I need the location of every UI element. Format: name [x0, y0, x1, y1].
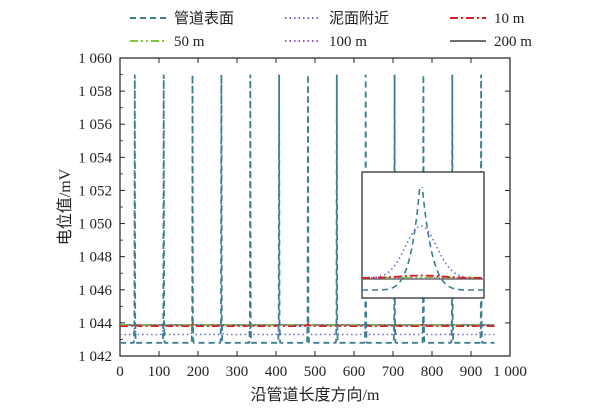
inset-surface-right [421, 187, 484, 291]
y-tick-label: 1 048 [78, 250, 112, 266]
x-tick-label: 600 [343, 364, 366, 380]
x-tick-label: 0 [116, 364, 124, 380]
x-tick-label: 500 [304, 364, 327, 380]
y-tick-label: 1 056 [78, 117, 112, 133]
x-axis-label: 沿管道长度方向/m [251, 386, 380, 404]
x-tick-label: 400 [265, 364, 288, 380]
axes: 0 100 200 300 400 500 600 700 800 900 1 000 1 042 1 … [78, 51, 527, 380]
legend-label-0: 管道表面 [174, 10, 234, 27]
y-tick-label: 1 060 [78, 51, 112, 67]
y-tick-label: 1 054 [78, 150, 112, 166]
legend-label-1: 泥面附近 [329, 10, 389, 27]
y-tick-label: 1 044 [78, 316, 112, 332]
x-tick-label: 300 [226, 364, 249, 380]
legend-label-3: 50 m [174, 34, 205, 50]
series-line-0 [120, 74, 495, 344]
x-tick-label: 100 [148, 364, 171, 380]
y-axis-label: 电位值/mV [56, 168, 74, 245]
legend-label-2: 10 m [494, 11, 525, 27]
series-line-2 [120, 322, 495, 327]
series-line-1 [120, 321, 495, 336]
x-tick-label: 1 000 [493, 364, 527, 380]
legend-label-4: 100 m [329, 34, 367, 50]
legend: 管道表面 泥面附近 10 m 50 m 100 m 200 m [130, 10, 532, 50]
y-tick-label: 1 050 [78, 217, 112, 233]
x-tick-label: 200 [187, 364, 210, 380]
y-tick-label: 1 052 [78, 183, 112, 199]
x-tick-label: 700 [382, 364, 405, 380]
x-tick-label: 800 [421, 364, 444, 380]
y-tick-label: 1 058 [78, 84, 112, 100]
x-tick-label: 900 [460, 364, 483, 380]
legend-label-5: 200 m [494, 34, 532, 50]
y-tick-label: 1 046 [78, 283, 112, 299]
plot-area [120, 74, 495, 344]
inset-10m [362, 274, 484, 279]
y-tick-label: 1 042 [78, 349, 112, 365]
zoom-inset [361, 171, 485, 299]
